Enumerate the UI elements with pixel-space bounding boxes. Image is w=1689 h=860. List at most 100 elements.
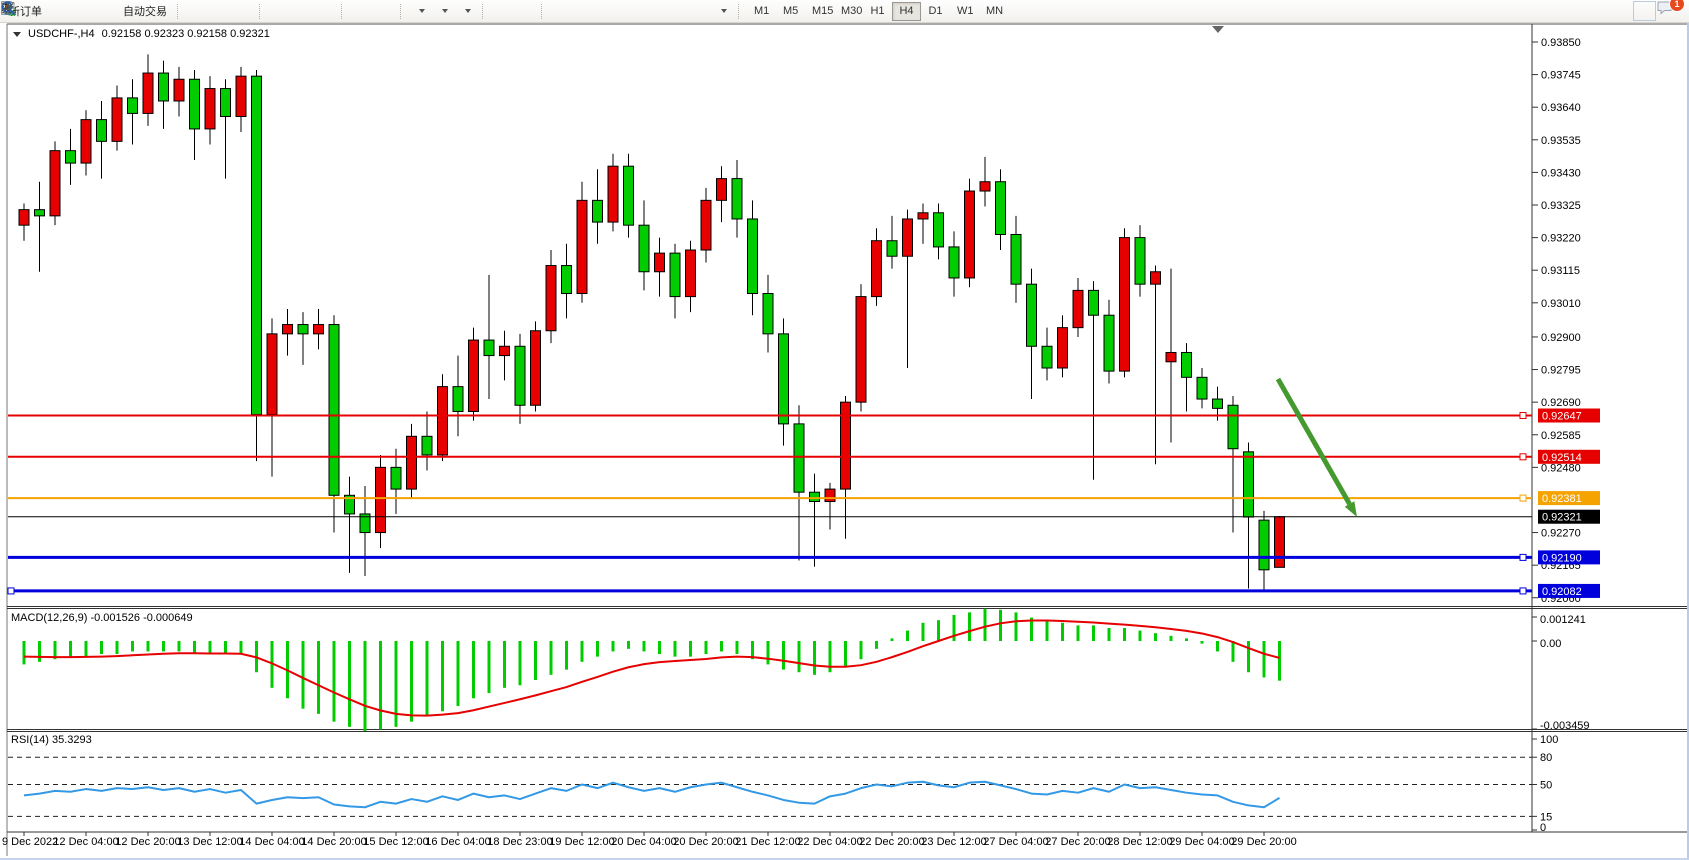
candle-up: [917, 212, 929, 220]
timeframe-h4-button[interactable]: H4: [892, 1, 921, 21]
add-indicator-button[interactable]: [1, 1, 432, 21]
svg-text:0.92585: 0.92585: [1541, 430, 1581, 442]
candle-down: [1088, 289, 1099, 316]
text-label-button[interactable]: T: [1, 1, 711, 21]
chart-menu-caret-icon[interactable]: [13, 31, 21, 37]
candle-down: [34, 209, 45, 217]
auto-scroll-button[interactable]: [3, 1, 396, 21]
search-icon: [1, 1, 16, 16]
chart-title-bar[interactable]: USDCHF-,H4 0.92158 0.92323 0.92158 0.923…: [13, 28, 270, 40]
timeframe-m15-button[interactable]: M15: [805, 2, 834, 21]
annotation-arrow[interactable]: [1275, 377, 1357, 517]
candle-up: [313, 324, 324, 335]
macd-pane[interactable]: 0.001241 0.00 -0.003459: [22, 608, 1590, 732]
svg-text:-0.003459: -0.003459: [1540, 720, 1590, 732]
timeframe-m1-button[interactable]: M1: [747, 2, 776, 21]
candle-up: [840, 401, 851, 490]
svg-text:29 Dec 04:00: 29 Dec 04:00: [1169, 836, 1234, 848]
toolbar-separator: [259, 3, 264, 19]
candle-up: [111, 97, 123, 142]
candle-down: [762, 292, 774, 335]
candle-up: [1274, 516, 1285, 568]
svg-text:19 Dec 12:00: 19 Dec 12:00: [549, 836, 614, 848]
horizontal-line-button[interactable]: [2, 1, 596, 21]
candle-down: [390, 466, 402, 490]
zoom-out-button[interactable]: [2, 1, 314, 21]
svg-text:0.93850: 0.93850: [1541, 37, 1581, 49]
main-toolbar: 新订单 自动交易: [0, 0, 1689, 23]
candle-down: [561, 265, 572, 294]
hline-handle[interactable]: [1519, 587, 1527, 595]
chart-shift-marker[interactable]: [1212, 26, 1224, 33]
svg-text:0.92480: 0.92480: [1541, 462, 1581, 474]
navigator-button[interactable]: [2, 1, 117, 21]
svg-text:27 Dec 04:00: 27 Dec 04:00: [983, 836, 1048, 848]
candle-down: [731, 178, 743, 220]
candle-up: [375, 466, 386, 534]
price-label-box: [1538, 509, 1600, 524]
chart-window-button[interactable]: [2, 1, 94, 21]
timeframe-m5-button[interactable]: M5: [776, 2, 805, 21]
text-tool-button[interactable]: A: [4, 1, 688, 21]
templates-button[interactable]: [1, 1, 478, 21]
candle-down: [483, 339, 495, 357]
svg-text:0.92795: 0.92795: [1541, 365, 1581, 377]
svg-text:A: A: [4, 2, 12, 16]
line-chart-button[interactable]: [1, 1, 255, 21]
cursor-button[interactable]: [5, 1, 514, 21]
fibonacci-button[interactable]: F: [2, 1, 665, 21]
hline-handle[interactable]: [1519, 412, 1527, 420]
periods-button[interactable]: [1, 1, 455, 21]
svg-text:50: 50: [1540, 780, 1552, 792]
crosshair-button[interactable]: [2, 1, 537, 21]
trendline-button[interactable]: [2, 1, 619, 21]
autotrading-button[interactable]: 自动交易: [1, 1, 173, 21]
equidistant-channel-button[interactable]: E: [1, 1, 642, 21]
candle-down: [1134, 237, 1146, 285]
arrows-tool-button[interactable]: [2, 1, 734, 21]
bar-chart-button[interactable]: [2, 1, 209, 21]
hline-handle[interactable]: [1519, 553, 1527, 561]
candlestick-chart-button[interactable]: [2, 1, 232, 21]
chart-frame: [6, 23, 1689, 856]
search-button[interactable]: [1, 1, 1656, 21]
candle-down: [158, 72, 169, 102]
hline-handle[interactable]: [1519, 494, 1527, 502]
timeframe-d1-button[interactable]: D1: [921, 2, 950, 21]
toolbar-separator: [482, 3, 487, 19]
candle-down: [747, 218, 758, 294]
candle-up: [530, 330, 541, 406]
candle-up: [173, 78, 185, 102]
chart-ohlc-values: 0.92158 0.92323 0.92158 0.92321: [101, 28, 270, 40]
svg-text:0.92647: 0.92647: [1542, 411, 1582, 423]
window-bottom-edge: [0, 858, 1689, 860]
profiles-button[interactable]: [1, 1, 71, 21]
timeframe-mn-button[interactable]: MN: [979, 2, 1008, 21]
new-order-label: 新订单: [9, 6, 42, 18]
svg-text:0.92082: 0.92082: [1542, 586, 1582, 598]
candle-up: [654, 252, 665, 273]
price-label-box: [1538, 583, 1600, 598]
hline-handle[interactable]: [7, 587, 15, 595]
toolbar-separator: [341, 3, 346, 19]
timeframe-h1-button[interactable]: H1: [863, 2, 892, 21]
chart-shift-button[interactable]: [4, 1, 373, 21]
candle-down: [514, 345, 526, 406]
vertical-line-button[interactable]: [7, 1, 573, 21]
svg-text:0.92514: 0.92514: [1542, 452, 1582, 464]
candle-down: [421, 435, 433, 456]
candle-up: [902, 218, 913, 257]
candlestick-series[interactable]: [18, 54, 1285, 592]
tile-windows-button[interactable]: [2, 1, 337, 21]
hline-handle[interactable]: [1519, 453, 1527, 461]
svg-text:28 Dec 12:00: 28 Dec 12:00: [1107, 836, 1172, 848]
timeframe-m30-button[interactable]: M30: [834, 2, 863, 21]
zoom-in-button[interactable]: [2, 1, 291, 21]
autotrading-label: 自动交易: [123, 6, 167, 18]
rsi-pane[interactable]: 100 80 50 150: [8, 734, 1558, 834]
notification-badge[interactable]: 1: [1669, 0, 1685, 12]
timeframe-w1-button[interactable]: W1: [950, 2, 979, 21]
